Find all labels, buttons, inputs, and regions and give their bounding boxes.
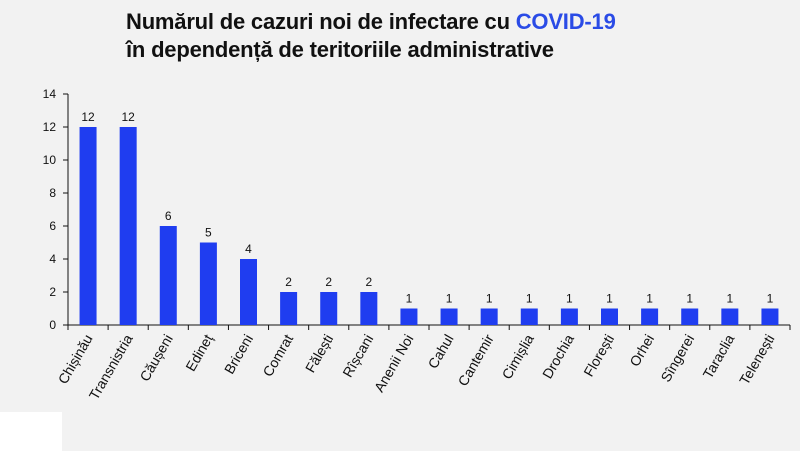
- y-tick-label: 2: [49, 285, 56, 299]
- bar: [320, 292, 338, 325]
- data-label: 1: [686, 292, 693, 306]
- data-label: 12: [81, 110, 95, 124]
- title-prefix: Numărul de cazuri noi de infectare cu: [126, 9, 516, 34]
- bar: [560, 308, 578, 325]
- bar-series: [79, 127, 779, 325]
- bar: [641, 308, 659, 325]
- bar: [601, 308, 618, 325]
- bar: [520, 308, 538, 325]
- category-label: Sîngerei: [657, 332, 697, 385]
- title-line-1: Numărul de cazuri noi de infectare cu CO…: [126, 8, 616, 36]
- title-line-2: în dependență de teritoriile administrat…: [126, 37, 554, 62]
- bar: [681, 308, 699, 325]
- data-label: 2: [325, 275, 332, 289]
- data-label: 1: [767, 292, 774, 306]
- category-label: Rîșcani: [339, 332, 376, 380]
- data-label: 1: [486, 292, 493, 306]
- category-label: Telenești: [736, 332, 777, 388]
- data-label: 1: [726, 292, 733, 306]
- title-highlight: COVID-19: [515, 9, 616, 34]
- category-label: Cahul: [425, 332, 457, 372]
- data-label: 12: [121, 110, 135, 124]
- bar: [119, 127, 137, 325]
- category-label: Chișinău: [55, 332, 96, 387]
- category-label: Cimișlia: [499, 331, 537, 382]
- bar: [440, 308, 458, 325]
- white-corner-patch: [0, 412, 62, 451]
- data-labels: 12 12 6 5 4 2 2 2 1 1 1 1 1 1 1 1 1 1: [81, 110, 773, 306]
- category-label: Edineț: [182, 331, 216, 373]
- y-tick-label: 12: [43, 120, 57, 134]
- data-label: 1: [606, 292, 613, 306]
- chart-title: Numărul de cazuri noi de infectare cu CO…: [126, 8, 616, 64]
- y-tick-label: 10: [43, 153, 57, 167]
- y-tick-label: 6: [49, 219, 56, 233]
- category-label: Orhei: [626, 332, 657, 370]
- bar: [400, 308, 418, 325]
- data-label: 2: [365, 275, 372, 289]
- bar: [199, 242, 217, 325]
- data-label: 1: [566, 292, 573, 306]
- y-tick-label: 8: [49, 186, 56, 200]
- data-label: 6: [165, 209, 172, 223]
- bar: [721, 308, 739, 325]
- bar: [240, 259, 257, 325]
- data-label: 1: [446, 292, 453, 306]
- category-label: Comrat: [259, 331, 296, 379]
- category-label: Căușeni: [136, 332, 176, 384]
- bar: [79, 127, 97, 325]
- data-label: 1: [406, 292, 413, 306]
- y-tick-label: 0: [49, 318, 56, 332]
- category-label: Fălești: [302, 332, 336, 376]
- category-label: Drochia: [539, 331, 577, 381]
- bar: [761, 308, 779, 325]
- bar: [360, 292, 378, 325]
- y-tick-label: 4: [49, 252, 56, 266]
- category-label: Taraclia: [699, 331, 737, 381]
- data-label: 4: [245, 242, 252, 256]
- bar: [159, 226, 177, 325]
- data-label: 1: [646, 292, 653, 306]
- category-label: Florești: [580, 332, 617, 380]
- category-label: Briceni: [221, 332, 256, 377]
- category-label: Cantemir: [455, 331, 497, 388]
- data-label: 1: [526, 292, 533, 306]
- bar: [280, 292, 298, 325]
- y-tick-label: 14: [43, 87, 57, 101]
- category-label: Anenii Noi: [371, 332, 417, 395]
- bar: [480, 308, 498, 325]
- data-label: 2: [285, 275, 292, 289]
- data-label: 5: [205, 226, 212, 240]
